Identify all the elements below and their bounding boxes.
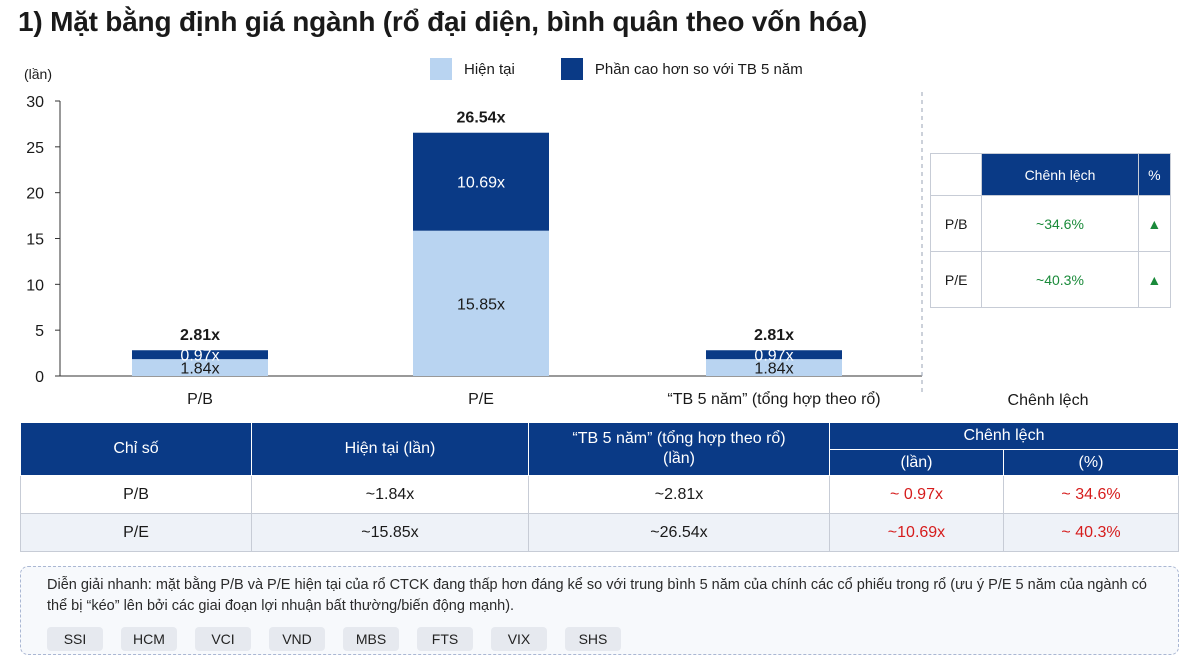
bar-total-label: 2.81x xyxy=(180,327,220,344)
legend-label-excess: Phần cao hơn so với TB 5 năm xyxy=(594,60,803,78)
ticker-tag: SHS xyxy=(565,627,621,651)
legend-item-excess: Phần cao hơn so với TB 5 năm xyxy=(560,58,803,80)
table-header-diff-pct: (%) xyxy=(1003,449,1179,476)
y-tick-label: 15 xyxy=(26,232,44,249)
mini-table-corner xyxy=(929,153,983,196)
chart-legend: Hiện tại Phần cao hơn so với TB 5 năm xyxy=(430,58,849,80)
x-tick-label-extra: Chênh lệch xyxy=(1008,392,1089,409)
ticker-tag: VCI xyxy=(195,627,251,651)
triangle-up-icon: ▲ xyxy=(1147,271,1162,288)
mini-table-row-label: P/E xyxy=(929,251,983,308)
mini-table-row-value: ~40.3% xyxy=(981,251,1139,308)
y-tick-label: 5 xyxy=(35,323,44,340)
y-tick-label: 20 xyxy=(26,186,44,203)
bar-current xyxy=(132,359,268,376)
table-cell-current: ~15.85x xyxy=(251,513,529,552)
table-row: P/B ~1.84x ~2.81x ~ 0.97x ~ 34.6% xyxy=(20,475,1179,514)
mini-table-row-icon-cell: ▲ xyxy=(1137,195,1172,252)
table-cell-diff-abs: ~10.69x xyxy=(829,513,1004,552)
ticker-tag: VIX xyxy=(491,627,547,651)
y-tick-label: 0 xyxy=(35,369,44,386)
table-cell-current: ~1.84x xyxy=(251,475,529,514)
mini-table-row-icon-cell: ▲ xyxy=(1137,251,1172,308)
table-header-metric: Chỉ số xyxy=(20,422,252,476)
legend-item-current: Hiện tại xyxy=(430,58,515,80)
difference-summary-table: Chênh lệch % P/B ~34.6% ▲ P/E ~40.3% ▲ xyxy=(929,153,1172,308)
bar-excess xyxy=(706,350,842,360)
table-cell-metric: P/E xyxy=(20,513,252,552)
table-header-diff-abs: (lần) xyxy=(829,449,1004,476)
bar-total-label: 26.54x xyxy=(457,110,506,127)
table-cell-diff-abs: ~ 0.97x xyxy=(829,475,1004,514)
y-tick-label: 10 xyxy=(26,277,44,294)
table-cell-avg: ~2.81x xyxy=(528,475,830,514)
y-tick-label: 25 xyxy=(26,140,44,157)
bar-excess xyxy=(413,132,549,231)
ticker-tag: FTS xyxy=(417,627,473,651)
table-row: P/E ~15.85x ~26.54x ~10.69x ~ 40.3% xyxy=(20,513,1179,552)
table-header-avg-line1: “TB 5 năm” (tổng hợp theo rổ) xyxy=(572,430,786,447)
mini-table-row: P/E ~40.3% ▲ xyxy=(929,251,1172,308)
ticker-tag: MBS xyxy=(343,627,399,651)
note-text: Diễn giải nhanh: mặt bằng P/B và P/E hiệ… xyxy=(47,577,1147,614)
ticker-tag: HCM xyxy=(121,627,177,651)
table-cell-diff-pct: ~ 34.6% xyxy=(1003,475,1179,514)
ticker-tags: SSI HCM VCI VND MBS FTS VIX SHS xyxy=(47,627,1152,651)
x-tick-label: P/B xyxy=(187,391,213,408)
table-header-current: Hiện tại (lần) xyxy=(251,422,529,476)
bar-current-label: 1.84x xyxy=(180,361,219,378)
x-tick-label: P/E xyxy=(468,391,494,408)
page-title: 1) Mặt bằng định giá ngành (rổ đại diện,… xyxy=(18,6,867,37)
x-tick-label: “TB 5 năm” (tổng hợp theo rổ) xyxy=(667,390,880,408)
bar-total-label: 2.81x xyxy=(754,327,794,344)
bar-excess xyxy=(132,350,268,360)
mini-table-row: P/B ~34.6% ▲ xyxy=(929,195,1172,252)
valuation-table: Chỉ số Hiện tại (lần) “TB 5 năm” (tổng h… xyxy=(20,422,1179,552)
legend-swatch-excess xyxy=(560,58,583,80)
bar-current xyxy=(413,230,549,376)
ticker-tag: VND xyxy=(269,627,325,651)
table-header-avg: “TB 5 năm” (tổng hợp theo rổ) (lần) xyxy=(528,422,830,476)
table-header-diff: Chênh lệch xyxy=(829,422,1179,450)
mini-table-row-label: P/B xyxy=(929,195,983,252)
table-cell-metric: P/B xyxy=(20,475,252,514)
bar-excess-label: 0.97x xyxy=(754,348,793,365)
bar-current-label: 15.85x xyxy=(457,296,505,313)
table-cell-avg: ~26.54x xyxy=(528,513,830,552)
bar-current xyxy=(706,359,842,376)
y-tick-label: 30 xyxy=(26,94,44,111)
legend-label-current: Hiện tại xyxy=(464,60,515,78)
table-cell-diff-pct: ~ 40.3% xyxy=(1003,513,1179,552)
mini-table-header-diff: Chênh lệch xyxy=(981,153,1139,196)
triangle-up-icon: ▲ xyxy=(1147,215,1162,232)
mini-table-row-value: ~34.6% xyxy=(981,195,1139,252)
stacked-bar-chart: (lần)0510152025301.84x0.97x2.81xP/B15.85… xyxy=(24,66,1089,409)
bar-current-label: 1.84x xyxy=(754,361,793,378)
mini-table-header-pct: % xyxy=(1137,153,1172,196)
table-header-avg-line2: (lần) xyxy=(662,450,695,467)
interpretation-note: Diễn giải nhanh: mặt bằng P/B và P/E hiệ… xyxy=(20,566,1179,655)
bar-excess-label: 10.69x xyxy=(457,175,505,192)
y-axis-label: (lần) xyxy=(24,66,52,82)
legend-swatch-current xyxy=(430,58,452,80)
bar-excess-label: 0.97x xyxy=(180,348,219,365)
ticker-tag: SSI xyxy=(47,627,103,651)
